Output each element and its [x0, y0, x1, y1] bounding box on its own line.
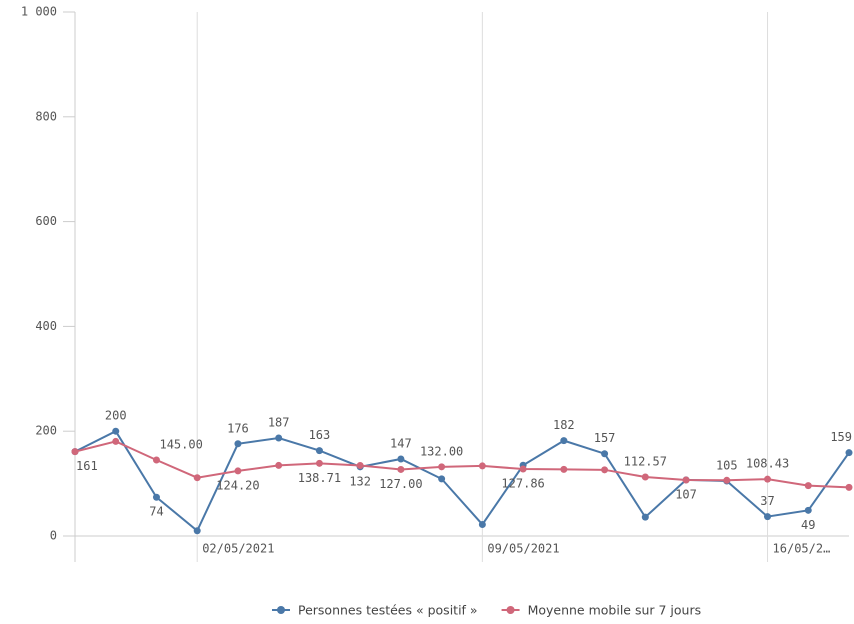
data-point: [845, 483, 853, 491]
data-point: [193, 474, 201, 482]
data-point: [438, 475, 446, 483]
data-point: [641, 513, 649, 521]
x-tick-label: 02/05/2021: [202, 542, 274, 556]
y-tick-label: 400: [35, 319, 57, 333]
data-label: 182: [553, 418, 575, 432]
data-label: 200: [105, 409, 127, 423]
data-point: [356, 461, 364, 469]
data-label: 108.43: [746, 457, 789, 471]
data-label: 112.57: [624, 455, 667, 469]
x-tick-label: 16/05/2…: [773, 542, 831, 556]
data-point: [234, 467, 242, 475]
data-label: 74: [149, 505, 163, 519]
data-label: 157: [594, 431, 616, 445]
data-point: [275, 461, 283, 469]
data-label: 49: [801, 518, 815, 532]
data-label: 147: [390, 436, 412, 450]
data-point: [112, 437, 120, 445]
data-label: 127.00: [379, 477, 422, 491]
data-point: [478, 462, 486, 470]
data-label: 127.86: [501, 477, 544, 491]
data-label: 145.00: [159, 438, 202, 452]
data-label: 124.20: [216, 478, 259, 492]
data-point: [315, 459, 323, 467]
data-point: [275, 434, 283, 442]
legend-swatch-dot: [506, 606, 515, 614]
data-point: [764, 475, 772, 483]
data-point: [315, 447, 323, 455]
data-point: [397, 455, 405, 463]
data-point: [804, 482, 812, 490]
y-tick-label: 1 000: [21, 5, 57, 19]
data-point: [560, 465, 568, 473]
data-point: [682, 476, 690, 484]
data-label: 159: [830, 430, 852, 444]
data-point: [764, 513, 772, 521]
data-point: [804, 506, 812, 514]
data-label: 163: [309, 428, 331, 442]
data-point: [397, 465, 405, 473]
data-label: 161: [76, 459, 98, 473]
data-label: 107: [675, 487, 697, 501]
data-point: [71, 448, 79, 456]
y-tick-label: 800: [35, 109, 57, 123]
series-line: [74, 440, 850, 489]
data-point: [478, 520, 486, 528]
data-point: [438, 463, 446, 471]
y-tick-label: 0: [50, 529, 57, 543]
legend-swatch-dot: [277, 606, 285, 614]
data-point: [601, 466, 609, 474]
data-label: 187: [268, 416, 290, 430]
legend-label: Moyenne mobile sur 7 jours: [528, 603, 702, 618]
data-point: [112, 427, 120, 435]
data-point: [193, 527, 201, 535]
data-point: [234, 440, 242, 448]
data-label: 132.00: [420, 444, 463, 458]
y-tick-label: 200: [35, 424, 57, 438]
data-label: 176: [227, 421, 249, 435]
legend-label: Personnes testées « positif »: [298, 603, 478, 618]
data-point: [845, 449, 853, 457]
y-tick-label: 600: [35, 214, 57, 228]
data-point: [723, 476, 731, 484]
data-point: [601, 450, 609, 458]
data-point: [560, 437, 568, 445]
data-point: [152, 456, 160, 464]
data-label: 37: [760, 494, 774, 508]
data-point: [152, 493, 160, 501]
data-label: 105: [716, 458, 738, 472]
data-label: 138.71: [298, 471, 341, 485]
data-point: [519, 465, 527, 473]
data-label: 132: [349, 474, 371, 488]
data-point: [641, 473, 649, 481]
x-tick-label: 09/05/2021: [487, 542, 559, 556]
